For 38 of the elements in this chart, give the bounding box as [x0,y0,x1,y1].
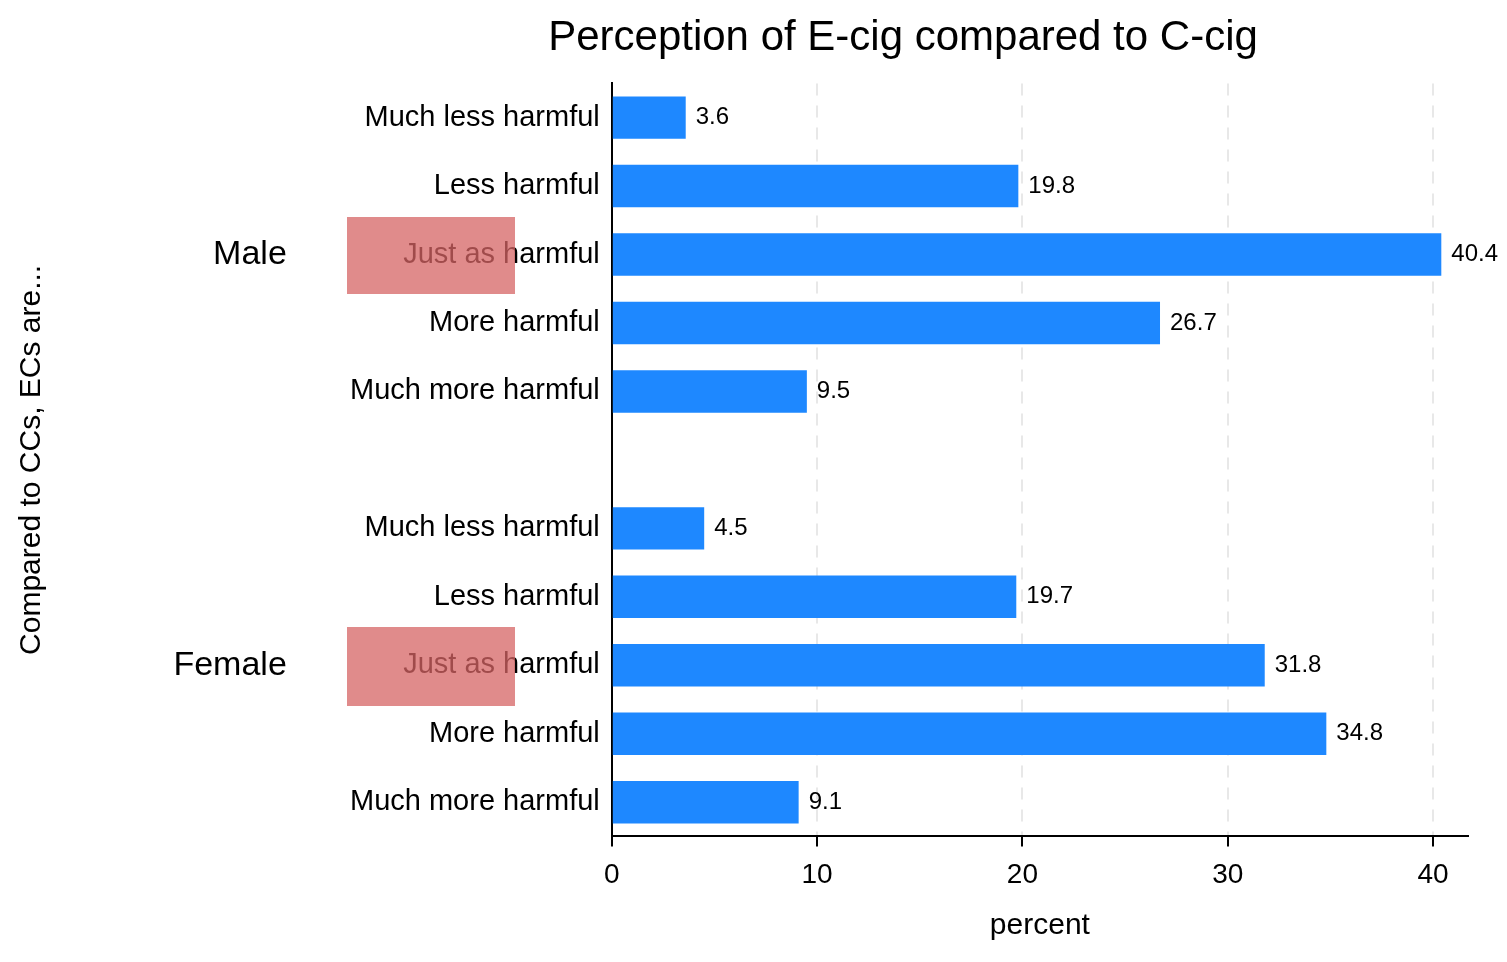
y-tick-label: More harmful [428,304,600,337]
x-tick-label: 0 [604,857,620,889]
bar [612,780,799,824]
x-tick-label: 40 [1417,857,1449,889]
y-tick-label: More harmful [428,715,600,748]
data-label: 19.7 [1026,581,1074,609]
y-tick-label: Much more harmful [349,784,600,817]
y-tick-label: Much less harmful [364,510,600,543]
data-label: 26.7 [1170,307,1217,335]
y-tick-label: Much less harmful [364,99,600,132]
data-label: 9.5 [816,376,851,404]
text: Compared to CCs, ECs are... [13,264,47,655]
data-label: 34.8 [1336,718,1384,746]
x-tick-label: 30 [1212,857,1244,889]
data-label: 4.5 [714,512,748,540]
data-label: 9.1 [808,786,843,814]
bar [612,233,1442,276]
bar [612,712,1327,755]
data-label: 40.4 [1451,239,1499,267]
chart-title: Perception of E-cig compared to C-cig [548,11,1258,59]
bar [612,301,1161,345]
x-tick-label: 10 [801,857,833,889]
y-tick-label: Much more harmful [349,373,600,406]
y-tick-label: Less harmful [433,578,600,611]
data-label: 19.8 [1028,170,1076,198]
text: Female [173,643,287,682]
x-axis-title: percent [989,907,1091,941]
bar [612,507,705,550]
bar [612,370,807,413]
text: Male [213,232,287,271]
y-tick-label: Less harmful [433,168,600,201]
bar [612,644,1265,687]
data-label: 31.8 [1274,649,1322,677]
bar [612,96,686,139]
bar [612,575,1017,619]
bar [612,164,1019,208]
data-label: 3.6 [695,102,730,130]
x-tick-label: 20 [1006,857,1039,889]
